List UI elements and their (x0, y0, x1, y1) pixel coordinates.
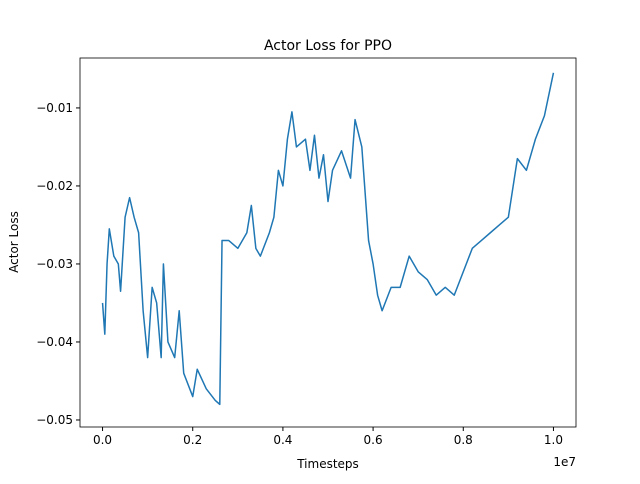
y-axis-label: Actor Loss (7, 211, 21, 273)
line-series (101, 72, 555, 406)
y-tick-label: −0.02 (36, 179, 73, 193)
x-tick-label: 0.2 (183, 433, 202, 447)
plot-frame (79, 57, 577, 428)
y-tick-label: −0.04 (36, 335, 73, 349)
y-tick-label: −0.03 (36, 257, 73, 271)
x-tick-label: 1.0 (544, 433, 563, 447)
x-tick-label: 0.8 (454, 433, 473, 447)
x-axis-label: Timesteps (296, 457, 359, 471)
x-tick-label: 0.4 (273, 433, 292, 447)
y-tick-label: −0.05 (36, 413, 73, 427)
x-tick-label: 0.0 (93, 433, 112, 447)
chart-title: Actor Loss for PPO (264, 38, 392, 54)
x-offset-label: 1e7 (553, 455, 576, 469)
x-tick-label: 0.6 (364, 433, 383, 447)
y-tick-label: −0.01 (36, 101, 73, 115)
